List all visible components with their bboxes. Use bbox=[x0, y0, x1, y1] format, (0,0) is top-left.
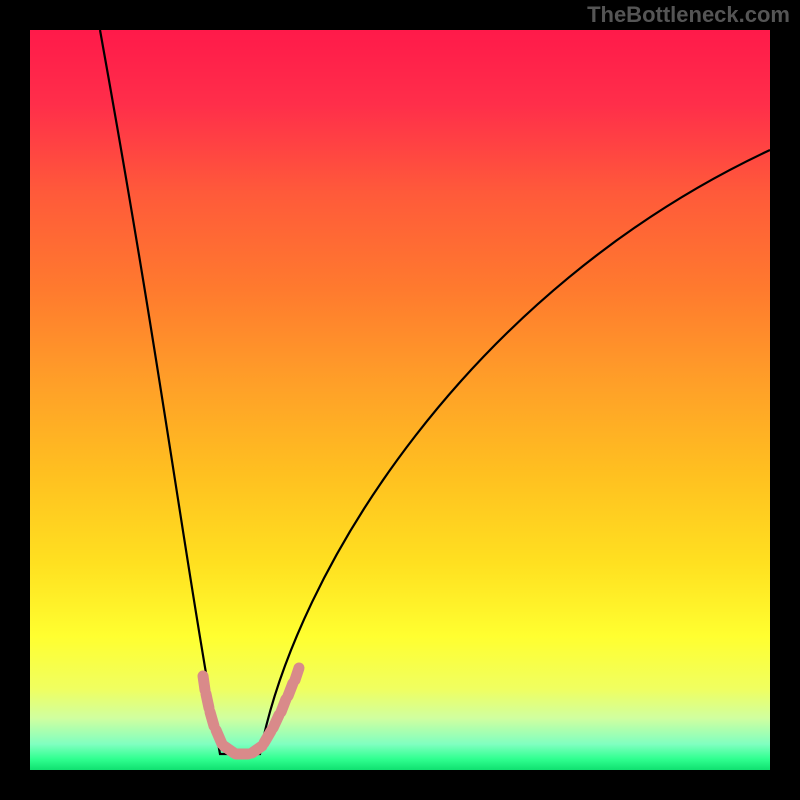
dip-marker-segment bbox=[210, 712, 214, 726]
watermark-text: TheBottleneck.com bbox=[587, 2, 790, 28]
dip-marker-segment bbox=[203, 676, 205, 690]
dip-marker-segment bbox=[264, 731, 271, 743]
dip-marker-segment bbox=[281, 699, 286, 712]
chart-container: TheBottleneck.com bbox=[0, 0, 800, 800]
dip-marker-segment bbox=[288, 683, 293, 696]
dip-marker-segment bbox=[206, 694, 209, 708]
dip-marker-segment bbox=[295, 668, 299, 680]
dip-marker-segment bbox=[273, 715, 279, 728]
gradient-plot-svg bbox=[0, 0, 800, 800]
gradient-background bbox=[30, 30, 770, 770]
